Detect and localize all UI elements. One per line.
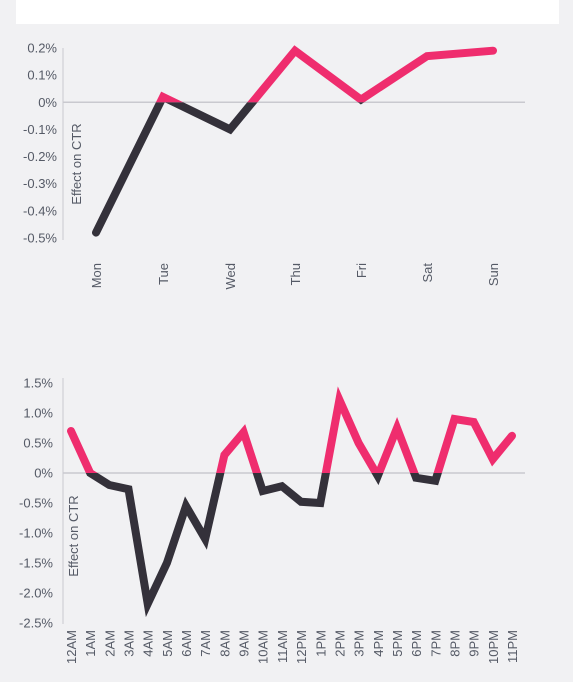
y-tick-label: -0.3% bbox=[23, 176, 57, 191]
x-tick-label: 12PM bbox=[294, 630, 309, 664]
x-tick-label: 3PM bbox=[352, 630, 367, 657]
x-tick-label: Mon bbox=[89, 263, 104, 288]
y-tick-label: -0.5% bbox=[23, 231, 57, 246]
x-tick-label: Thu bbox=[288, 263, 303, 285]
x-tick-label: 10AM bbox=[256, 630, 271, 664]
y-axis-label-1: Effect on CTR bbox=[69, 123, 84, 204]
x-tick-label: 2PM bbox=[332, 630, 347, 657]
y-tick-label: 0% bbox=[34, 466, 53, 481]
x-tick-label: 6AM bbox=[179, 630, 194, 657]
y-tick-label: 1.5% bbox=[23, 376, 53, 391]
y-tick-label: -0.2% bbox=[23, 149, 57, 164]
x-tick-label: 9AM bbox=[237, 630, 252, 657]
y-tick-label: 0.1% bbox=[27, 68, 57, 83]
x-tick-label: 1AM bbox=[83, 630, 98, 657]
y-tick-label: -1.5% bbox=[19, 556, 53, 571]
x-tick-label: 8AM bbox=[217, 630, 232, 657]
x-tick-label: 9PM bbox=[467, 630, 482, 657]
x-tick-label: 6PM bbox=[409, 630, 424, 657]
x-tick-label: 1PM bbox=[313, 630, 328, 657]
y-tick-label: -0.1% bbox=[23, 122, 57, 137]
chart-day-of-week: Effect on CTR 0.2% 0.1% 0% -0.1% -0.2% -0.3% -… bbox=[23, 41, 525, 290]
chart-hour-of-day: Effect on CTR 1.5% 1.0% 0.5% 0% -0.5% -1.0% -1… bbox=[19, 376, 525, 664]
x-tick-label: Sat bbox=[420, 263, 435, 283]
y-tick-label: -0.5% bbox=[19, 496, 53, 511]
x-tick-label: Tue bbox=[156, 263, 171, 285]
x-tick-label: 2AM bbox=[102, 630, 117, 657]
x-tick-label: 3AM bbox=[122, 630, 137, 657]
x-tick-label: 11AM bbox=[275, 630, 290, 663]
x-tick-label: 11PM bbox=[505, 630, 520, 663]
x-tick-label: 12AM bbox=[64, 630, 79, 664]
x-tick-label: 10PM bbox=[486, 630, 501, 664]
x-tick-label: 7PM bbox=[428, 630, 443, 657]
top-card bbox=[16, 0, 559, 24]
y-tick-label: -1.0% bbox=[19, 526, 53, 541]
y-tick-label: 0.5% bbox=[23, 436, 53, 451]
x-tick-label: 4AM bbox=[141, 630, 156, 657]
y-tick-label: -2.0% bbox=[19, 586, 53, 601]
x-tick-label: 5AM bbox=[160, 630, 175, 657]
y-axis-label-2: Effect on CTR bbox=[66, 495, 81, 576]
series-line-negative-2 bbox=[85, 473, 442, 618]
x-tick-label: Fri bbox=[354, 263, 369, 278]
x-tick-label: 7AM bbox=[198, 630, 213, 657]
x-tick-label: 4PM bbox=[371, 630, 386, 657]
y-tick-label: -2.5% bbox=[19, 616, 53, 631]
y-tick-label: -0.4% bbox=[23, 203, 57, 218]
series-line-negative-1 bbox=[92, 102, 365, 237]
x-tick-label: 5PM bbox=[390, 630, 405, 657]
y-tick-label: 0% bbox=[38, 95, 57, 110]
x-tick-label: 8PM bbox=[447, 630, 462, 657]
y-tick-label: 1.0% bbox=[23, 406, 53, 421]
series-line-positive-1 bbox=[155, 45, 497, 103]
series-line-positive-2 bbox=[67, 386, 516, 473]
x-tick-label: Sun bbox=[486, 263, 501, 286]
x-tick-label: Wed bbox=[223, 263, 238, 290]
y-tick-label: 0.2% bbox=[27, 41, 57, 56]
